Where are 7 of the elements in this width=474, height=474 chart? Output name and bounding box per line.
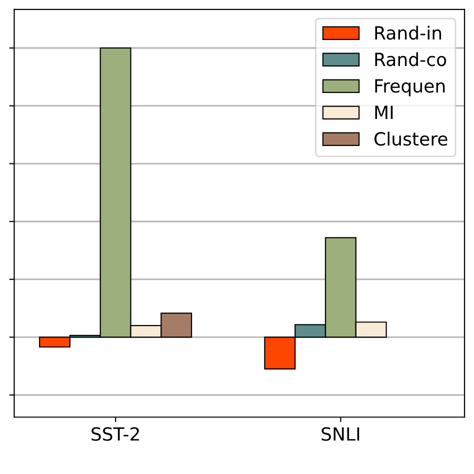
legend-label: MI xyxy=(375,106,393,119)
x-tick-label: SNLI xyxy=(322,427,360,441)
legend-label: Rand-in xyxy=(375,26,442,40)
legend-label: Rand-co xyxy=(375,52,446,66)
legend-label: Clustere xyxy=(374,132,448,146)
legend-label: Frequen xyxy=(375,79,445,96)
x-tick-label: SST-2 xyxy=(92,427,139,441)
